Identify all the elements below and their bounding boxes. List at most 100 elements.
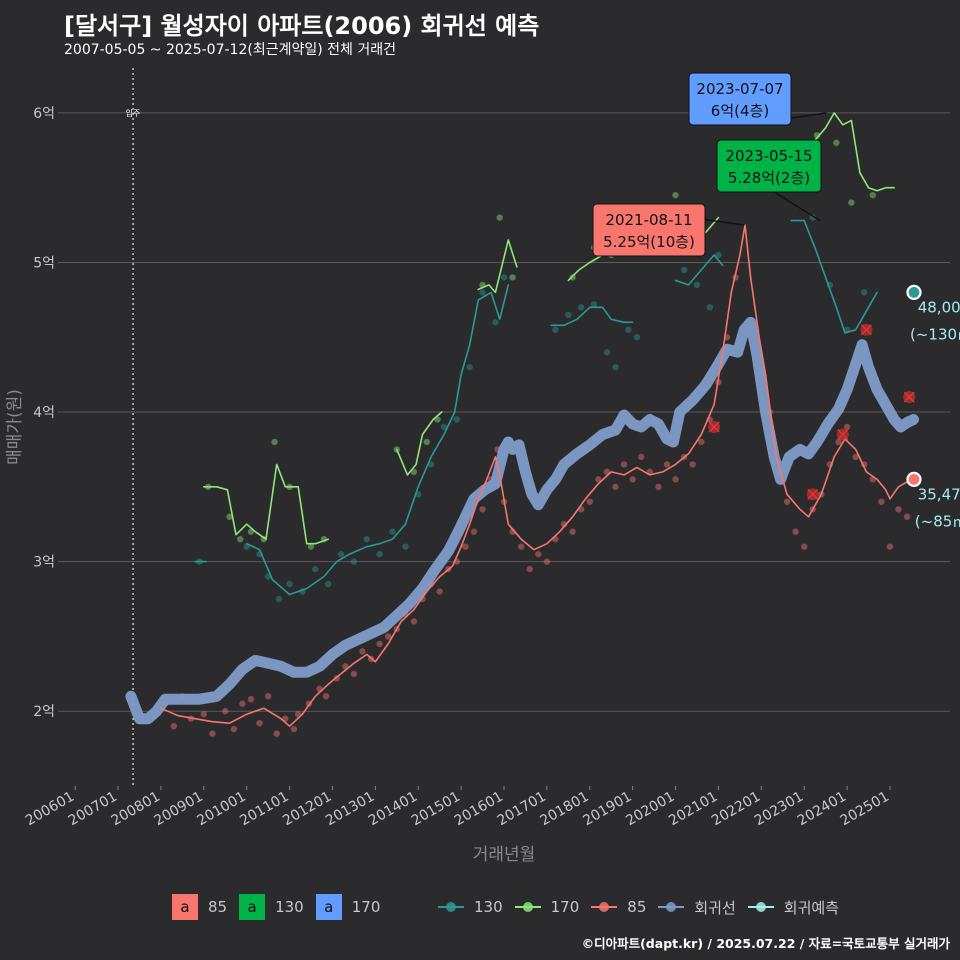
x-tick-label: 201401: [366, 789, 420, 830]
scatter-point-85: [256, 719, 263, 727]
scatter-point-130: [286, 580, 293, 588]
scatter-point-85: [273, 730, 280, 737]
series-line-130: [674, 254, 724, 286]
scatter-point-130: [706, 304, 714, 311]
scatter-point-130: [389, 528, 396, 535]
scatter-point-85: [170, 722, 177, 730]
legend-box-85: a: [172, 894, 198, 920]
scatter-point-85: [663, 461, 671, 468]
scatter-point-130: [603, 349, 611, 356]
legend-line-85-key: [591, 894, 618, 920]
scatter-point-130: [809, 214, 816, 221]
annotation-box: [716, 139, 822, 193]
x-tick-label: 201101: [237, 789, 291, 830]
scatter-point-85: [264, 693, 272, 700]
scatter-point-170: [307, 543, 315, 550]
scatter-point-170: [410, 468, 418, 476]
scatter-point-130: [440, 423, 448, 431]
scatter-point-130: [861, 289, 868, 296]
scatter-point-85: [878, 498, 885, 505]
scatter-point-85: [410, 618, 418, 625]
scatter-point-130: [633, 334, 641, 341]
scatter-point-85: [698, 438, 705, 446]
scatter-point-85: [792, 528, 799, 535]
scatter-point-170: [848, 199, 855, 206]
forecast-point: [906, 471, 922, 487]
legend-box-170: a: [315, 894, 342, 920]
regression-line: [125, 316, 919, 725]
scatter-point-85: [517, 543, 525, 550]
legend-line-170-key: [514, 894, 541, 920]
series-line-170: [812, 112, 895, 192]
scatter-point-170: [672, 191, 679, 199]
scatter-point-130: [427, 461, 435, 468]
scatter-point-85: [586, 498, 593, 505]
scatter-point-85: [629, 476, 636, 483]
scatter-point-85: [843, 423, 851, 431]
y-tick-label: 5억: [33, 255, 55, 271]
annotation-box: [592, 203, 706, 257]
legend-lines: 130 170 85 회귀선 회귀예측: [438, 894, 851, 920]
scatter-point-130: [466, 363, 473, 371]
legend-box-170-label: 170: [351, 898, 381, 916]
series-lines: [160, 112, 913, 727]
scatter-point-85: [376, 640, 383, 648]
annotation-price: 5.25억(10층): [603, 233, 695, 251]
legend-box-130-label: 130: [275, 898, 304, 916]
series-line-130: [790, 219, 878, 334]
x-tick-label: 201201: [280, 789, 334, 830]
scatter-point-85: [783, 498, 791, 505]
scatter-point-130: [337, 550, 345, 558]
highlight-marker-cross: [807, 488, 819, 500]
scatter-point-85: [247, 696, 255, 703]
move-in-label: 입주: [126, 109, 141, 118]
y-tick-label: 2억: [33, 704, 55, 720]
scatter-point-85: [569, 528, 576, 535]
x-tick-label: 202301: [752, 789, 806, 830]
chart-subtitle: 2007-05-05 ~ 2025-07-12(최근계약일) 전체 거래건: [64, 42, 396, 58]
series-line-130: [245, 284, 510, 596]
axes: 2억 3억 4억 5억 6억 200601200701200801200901201001…: [5, 106, 892, 865]
annotation-leader: [704, 218, 745, 226]
scatter-point-85: [322, 693, 330, 700]
scatter-point-85: [612, 483, 619, 491]
scatter-point-85: [290, 725, 298, 733]
scatter-point-130: [625, 326, 632, 333]
scatter-point-85: [200, 711, 208, 718]
scatter-point-130: [577, 304, 585, 311]
series-line-170: [477, 239, 518, 294]
scatter-point-130: [376, 550, 383, 558]
scatter-point-85: [209, 730, 216, 737]
scatter-point-130: [402, 543, 409, 550]
scatter-point-85: [655, 483, 662, 491]
scatter-point-130: [680, 266, 688, 274]
scatter-point-85: [638, 453, 645, 461]
scatter-point-170: [496, 214, 503, 221]
forecast-area: (~130㎡): [910, 325, 960, 343]
scatter-point-85: [359, 648, 366, 655]
scatter-point-85: [470, 528, 478, 535]
scatter-point-130: [500, 274, 508, 281]
scatter-point-130: [715, 251, 722, 259]
series-line-170: [203, 463, 329, 545]
legend-line-130-key: [438, 894, 464, 920]
forecast-value: 35,478: [918, 485, 960, 503]
scatter-point-170: [509, 274, 516, 281]
scatter-point-170: [423, 438, 431, 446]
x-tick-label: 202201: [709, 789, 763, 830]
scatter-point-85: [230, 725, 238, 733]
legend-forecast-key: [747, 894, 774, 920]
scatter-point-130: [453, 416, 461, 423]
legend-line-170-label: 170: [550, 898, 580, 916]
y-tick-label: 3억: [33, 555, 55, 571]
highlight-marker-cross: [708, 421, 720, 433]
scatter-point-170: [869, 191, 877, 199]
scatter-point-85: [689, 461, 696, 468]
legend-line-130-label: 130: [474, 898, 503, 916]
scatter-point-170: [569, 274, 576, 281]
scatter-point-130: [612, 363, 619, 371]
highlight-marker-cross: [903, 391, 915, 403]
forecast-point: [906, 284, 922, 300]
scatter-point-130: [479, 289, 486, 296]
x-tick-label: 201801: [537, 789, 591, 830]
